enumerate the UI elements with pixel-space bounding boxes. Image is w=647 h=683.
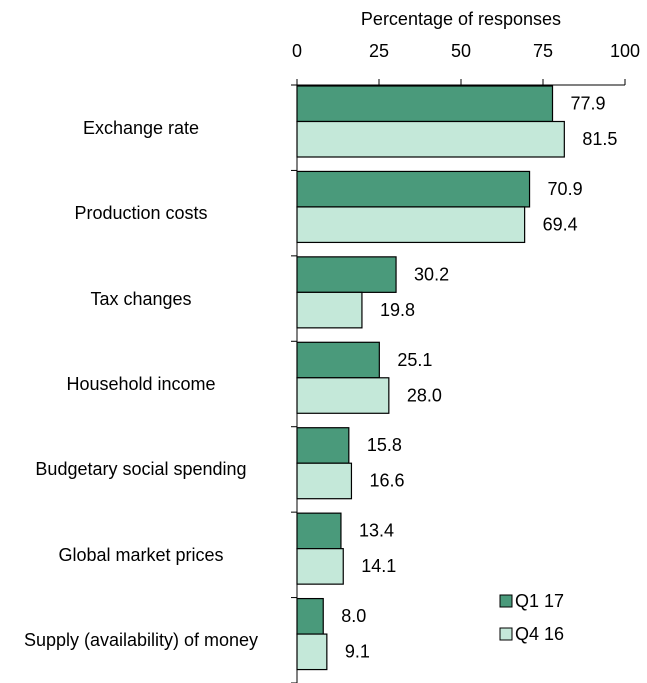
x-tick-label: 100 bbox=[610, 41, 640, 61]
legend-swatch bbox=[499, 594, 513, 608]
value-label: 30.2 bbox=[414, 264, 449, 284]
bar bbox=[296, 256, 397, 293]
y-tick-label: Production costs bbox=[74, 203, 208, 224]
bar bbox=[296, 120, 565, 158]
bar bbox=[296, 512, 342, 550]
value-label: 19.8 bbox=[380, 300, 415, 320]
x-tick-label: 25 bbox=[369, 41, 389, 61]
value-label: 13.4 bbox=[359, 521, 394, 541]
x-tick-label: 50 bbox=[451, 41, 471, 61]
value-label: 70.9 bbox=[548, 179, 583, 199]
legend-label: Q4 16 bbox=[515, 624, 564, 644]
value-label: 69.4 bbox=[543, 214, 578, 234]
value-label: 25.1 bbox=[397, 350, 432, 370]
bar bbox=[296, 377, 390, 414]
legend-label: Q1 17 bbox=[515, 591, 564, 611]
bar bbox=[296, 597, 324, 635]
value-label: 8.0 bbox=[341, 606, 366, 626]
value-label: 77.9 bbox=[571, 94, 606, 114]
bar bbox=[296, 462, 353, 500]
x-tick-label: 75 bbox=[533, 41, 553, 61]
value-label: 16.6 bbox=[369, 471, 404, 491]
value-label: 15.8 bbox=[367, 435, 402, 455]
y-tick-label: Tax changes bbox=[90, 288, 192, 309]
bar bbox=[296, 427, 350, 464]
bar bbox=[296, 633, 328, 671]
y-tick-label: Budgetary social spending bbox=[35, 459, 247, 480]
legend-swatch bbox=[499, 627, 513, 641]
bar bbox=[296, 341, 380, 379]
bar bbox=[296, 291, 363, 329]
value-label: 14.1 bbox=[361, 556, 396, 576]
y-tick-label: Exchange rate bbox=[82, 117, 200, 138]
x-tick-label: 0 bbox=[292, 41, 302, 61]
y-tick-label: Global market prices bbox=[58, 544, 224, 565]
y-tick-label: Supply (availability) of money bbox=[23, 630, 259, 651]
x-axis-label: Percentage of responses bbox=[361, 9, 561, 29]
bar bbox=[296, 85, 554, 123]
bar bbox=[296, 206, 526, 244]
value-label: 9.1 bbox=[345, 642, 370, 662]
value-label: 81.5 bbox=[582, 129, 617, 149]
bar bbox=[296, 170, 531, 208]
y-tick-label: Household income bbox=[66, 374, 216, 394]
value-label: 28.0 bbox=[407, 385, 442, 405]
bar bbox=[296, 548, 344, 585]
